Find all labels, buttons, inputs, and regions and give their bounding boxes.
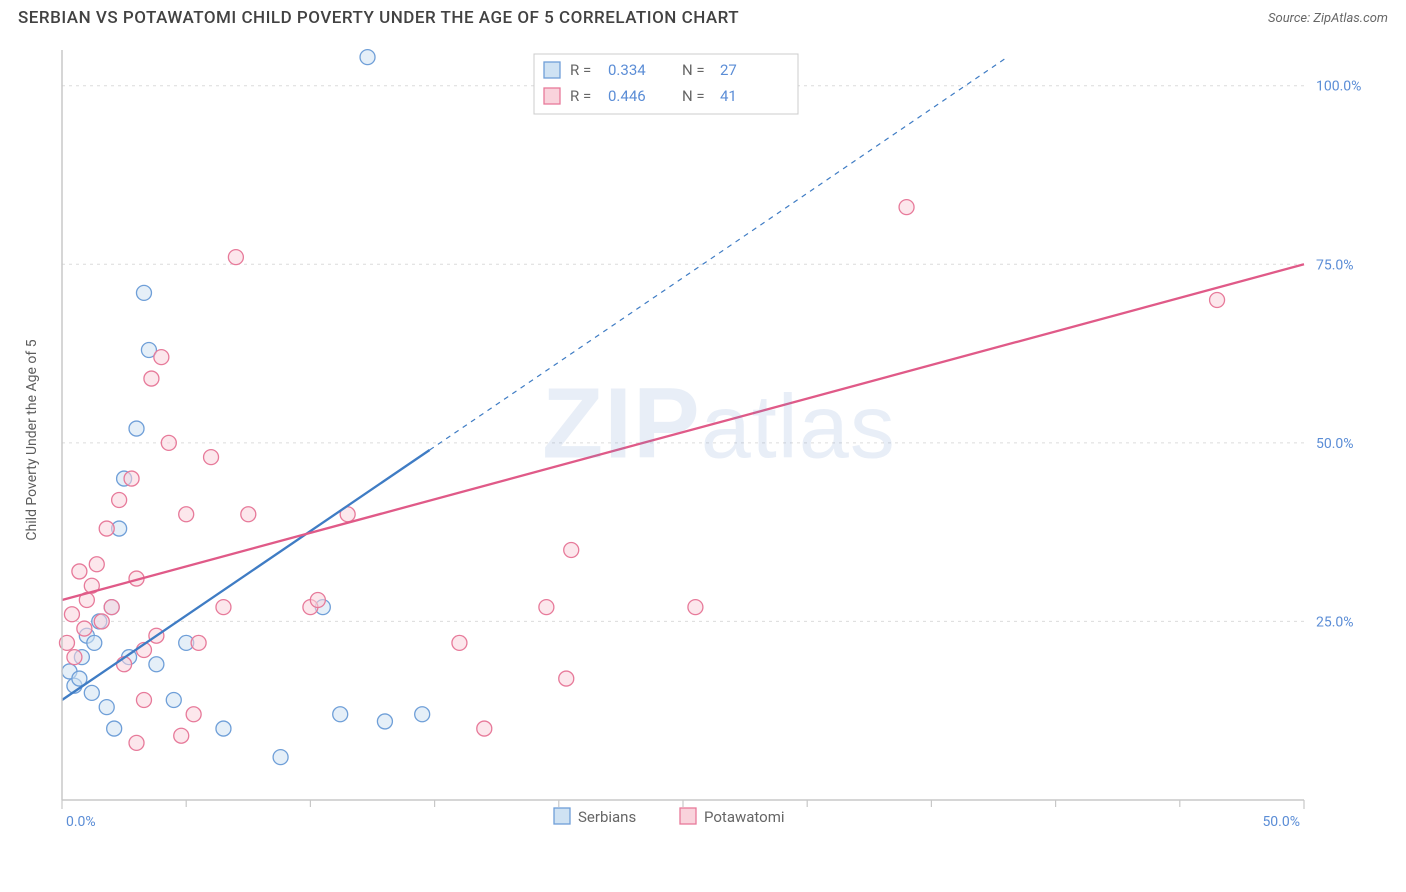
legend-series-label: Serbians <box>578 808 636 826</box>
scatter-point <box>273 750 288 765</box>
scatter-point <box>104 600 119 615</box>
scatter-point <box>77 621 92 636</box>
scatter-point <box>112 493 127 508</box>
legend-n-label: N = <box>682 87 705 105</box>
y-tick-label: 100.0% <box>1316 79 1361 95</box>
scatter-point <box>99 700 114 715</box>
scatter-point <box>94 614 109 629</box>
scatter-point <box>166 693 181 708</box>
scatter-point <box>174 728 189 743</box>
legend-swatch <box>544 88 560 104</box>
scatter-point <box>67 650 82 665</box>
legend-r-label: R = <box>570 87 591 105</box>
chart-title: SERBIAN VS POTAWATOMI CHILD POVERTY UNDE… <box>18 8 739 28</box>
scatter-point <box>129 735 144 750</box>
scatter-point <box>72 564 87 579</box>
scatter-point <box>89 557 104 572</box>
scatter-point <box>129 421 144 436</box>
scatter-point <box>452 635 467 650</box>
legend-swatch <box>544 62 560 78</box>
x-tick-label: 0.0% <box>66 814 96 830</box>
legend-series-label: Potawatomi <box>704 808 785 826</box>
y-axis-label: Child Poverty Under the Age of 5 <box>24 339 40 540</box>
scatter-point <box>191 635 206 650</box>
scatter-point <box>144 371 159 386</box>
scatter-point <box>124 471 139 486</box>
scatter-point <box>99 521 114 536</box>
scatter-point <box>216 600 231 615</box>
scatter-point <box>136 285 151 300</box>
source-attribution: Source: ZipAtlas.com <box>1268 11 1388 26</box>
scatter-point <box>149 657 164 672</box>
scatter-point <box>899 200 914 215</box>
scatter-point <box>360 50 375 65</box>
scatter-point <box>186 707 201 722</box>
scatter-point <box>216 721 231 736</box>
scatter-point <box>688 600 703 615</box>
scatter-point <box>136 693 151 708</box>
scatter-point <box>64 607 79 622</box>
scatter-point <box>559 671 574 686</box>
scatter-point <box>310 593 325 608</box>
scatter-point <box>84 685 99 700</box>
scatter-point <box>415 707 430 722</box>
legend-n-label: N = <box>682 61 705 79</box>
legend-swatch <box>554 808 570 824</box>
scatter-point <box>333 707 348 722</box>
y-tick-label: 75.0% <box>1316 257 1354 273</box>
scatter-point <box>179 507 194 522</box>
x-tick-label: 50.0% <box>1262 814 1300 830</box>
scatter-point <box>154 350 169 365</box>
scatter-point <box>539 600 554 615</box>
scatter-point <box>377 714 392 729</box>
y-tick-label: 25.0% <box>1316 614 1354 630</box>
scatter-point <box>241 507 256 522</box>
legend-r-value: 0.334 <box>608 61 646 79</box>
scatter-point <box>87 635 102 650</box>
chart-svg: 25.0% 50.0% 75.0% 100.0% 0.0% 50.0% R = 0.334 N … <box>54 40 1384 840</box>
scatter-point <box>228 250 243 265</box>
scatter-point <box>161 435 176 450</box>
y-tick-label: 50.0% <box>1316 436 1354 452</box>
scatter-point <box>107 721 122 736</box>
legend-r-value: 0.446 <box>608 87 646 105</box>
scatter-point <box>477 721 492 736</box>
legend-swatch <box>680 808 696 824</box>
legend-r-label: R = <box>570 61 591 79</box>
scatter-point <box>1210 293 1225 308</box>
chart-plot-area: 25.0% 50.0% 75.0% 100.0% 0.0% 50.0% R = 0.334 N … <box>54 40 1384 840</box>
legend-n-value: 41 <box>720 87 737 105</box>
legend-n-value: 27 <box>720 61 737 79</box>
scatter-point <box>564 543 579 558</box>
scatter-point <box>204 450 219 465</box>
